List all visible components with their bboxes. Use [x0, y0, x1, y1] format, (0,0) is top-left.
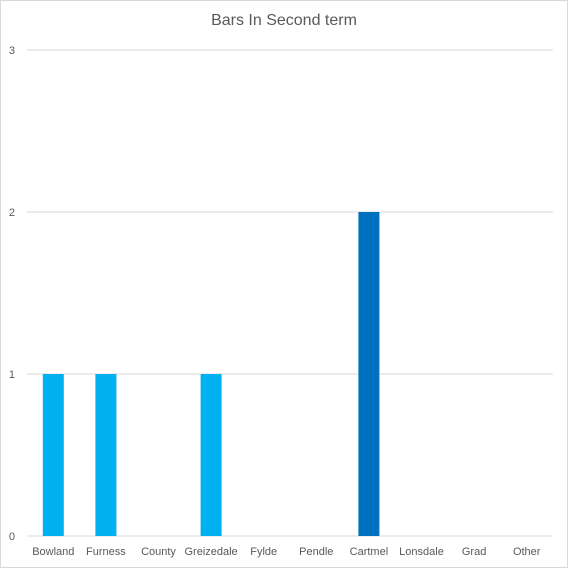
x-tick-label: Lonsdale: [399, 546, 444, 558]
y-tick-label: 0: [9, 531, 15, 543]
x-tick-label: Cartmel: [350, 546, 389, 558]
x-tick-label: Other: [513, 546, 541, 558]
bar-furness: [95, 374, 116, 536]
x-tick-label: Greizedale: [184, 546, 237, 558]
bar-greizedale: [201, 374, 222, 536]
x-tick-label: County: [141, 546, 176, 558]
x-tick-label: Fylde: [250, 546, 277, 558]
y-tick-label: 2: [9, 207, 15, 219]
y-tick-label: 1: [9, 369, 15, 381]
x-tick-label: Furness: [86, 546, 126, 558]
x-tick-label: Pendle: [299, 546, 333, 558]
bar-bowland: [43, 374, 64, 536]
x-tick-label: Grad: [462, 546, 486, 558]
x-tick-label: Bowland: [32, 546, 74, 558]
y-tick-label: 3: [9, 45, 15, 57]
bar-cartmel: [358, 212, 379, 536]
